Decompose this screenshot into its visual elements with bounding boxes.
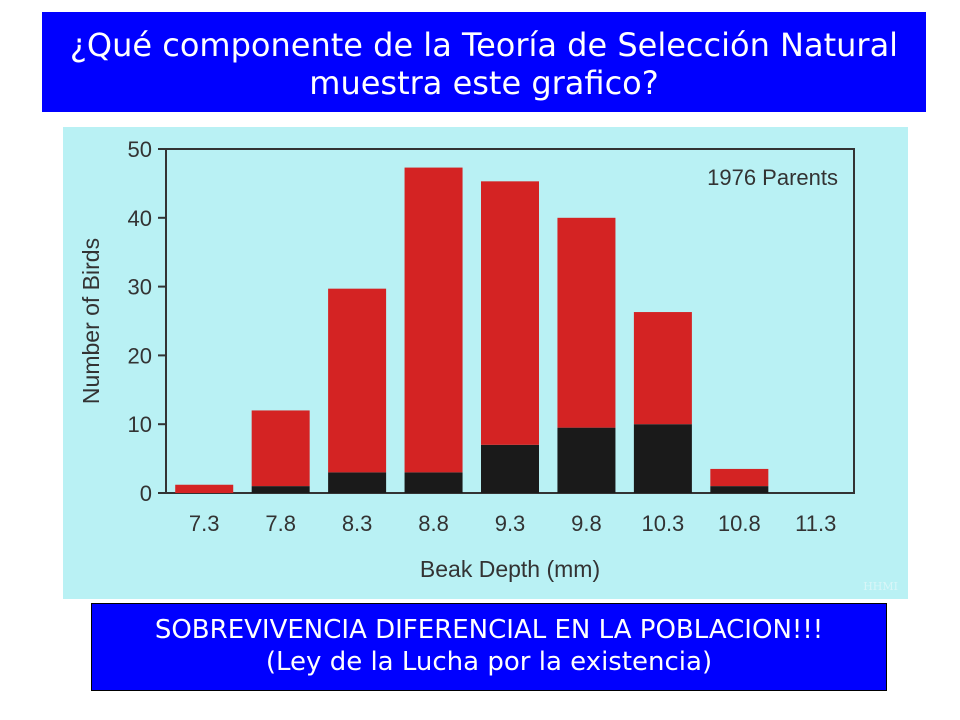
bar-segment-red	[633, 312, 692, 425]
x-tick-label: 10.3	[641, 511, 684, 536]
x-tick-label: 10.8	[718, 511, 761, 536]
x-tick-label: 8.8	[418, 511, 449, 536]
bar-segment-black	[710, 486, 769, 493]
bar-segment-red	[404, 167, 463, 473]
bar-segment-red	[481, 181, 539, 445]
bar-segment-red	[557, 217, 616, 428]
bar-segment-black	[251, 486, 310, 493]
x-tick-label: 9.8	[571, 511, 602, 536]
x-tick-label: 11.3	[795, 511, 836, 536]
bar-segment-red	[251, 410, 310, 487]
bar-segment-red	[328, 288, 387, 473]
slide-title-line-2: muestra este grafico?	[309, 64, 659, 102]
beak-depth-chart: 0 10 20 30 40 50 7.3 7.8 8.3 8.8 9.3 9.8 10.3 10.8 11.…	[78, 137, 855, 582]
chart-annotation: 1976 Parents	[707, 165, 838, 190]
x-tick-label: 8.3	[342, 511, 373, 536]
y-tick-label: 10	[128, 412, 152, 437]
chart-panel: 0 10 20 30 40 50 7.3 7.8 8.3 8.8 9.3 9.8 10.3 10.8 11.…	[63, 127, 908, 599]
bar-segment-black	[557, 427, 616, 493]
watermark: HHMI	[863, 580, 898, 593]
x-axis-label: Beak Depth (mm)	[420, 556, 600, 582]
bar-segment-black	[404, 472, 463, 493]
y-tick-label: 30	[128, 275, 152, 300]
y-tick-label: 20	[128, 343, 152, 368]
x-tick-label: 7.3	[189, 511, 220, 536]
slide-title-banner: ¿Qué componente de la Teoría de Selecció…	[42, 12, 926, 112]
y-tick-label: 0	[140, 481, 152, 506]
slide-title-line-1: ¿Qué componente de la Teoría de Selecció…	[69, 26, 899, 64]
x-tick-label: 7.8	[265, 511, 296, 536]
y-axis-label: Number of Birds	[78, 238, 104, 404]
bar-segment-red	[175, 484, 234, 493]
answer-line-2: (Ley de la Lucha por la existencia)	[265, 647, 713, 677]
answer-line-1: SOBREVIVENCIA DIFERENCIAL EN LA POBLACIO…	[154, 615, 824, 645]
bar-segment-black	[481, 444, 539, 493]
answer-banner: SOBREVIVENCIA DIFERENCIAL EN LA POBLACIO…	[91, 603, 887, 691]
y-tick-label: 40	[128, 206, 152, 231]
bar-segment-black	[633, 424, 692, 493]
x-tick-label: 9.3	[495, 511, 526, 536]
bar-segment-red	[710, 468, 769, 487]
y-tick-label: 50	[128, 137, 152, 162]
bar-segment-black	[328, 472, 387, 493]
